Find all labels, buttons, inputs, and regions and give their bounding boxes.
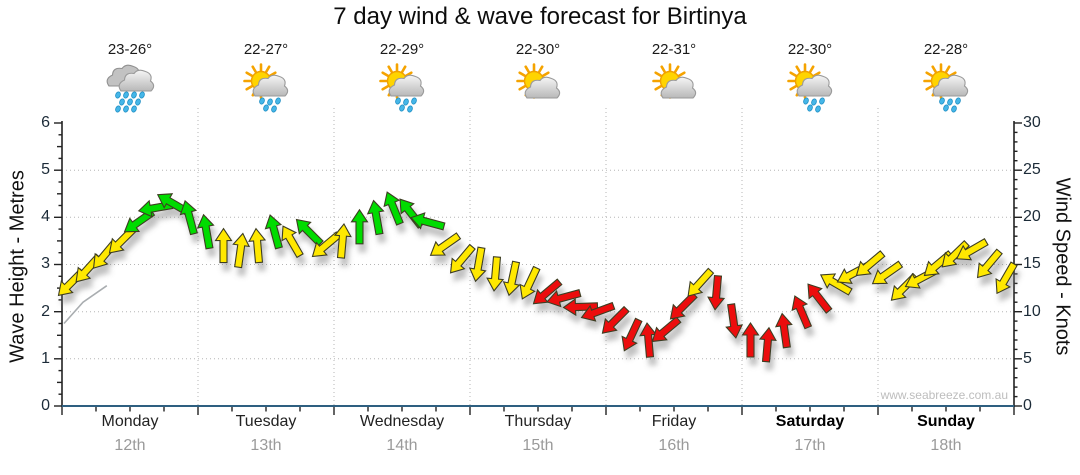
date-label: 18th: [930, 437, 962, 454]
sun-shower-icon: [240, 62, 292, 114]
sun-shower-icon: [784, 62, 836, 114]
left-axis-tick: 4: [41, 208, 50, 225]
temp-friday: 22-31°: [651, 41, 697, 58]
right-axis-tick: 15: [1023, 255, 1041, 272]
partly-cloudy-icon: [648, 62, 700, 114]
left-axis-tick: 6: [41, 114, 50, 131]
left-axis-tick: 0: [41, 397, 50, 414]
day-label-thursday: Thursday: [504, 413, 572, 430]
day-label-saturday: Saturday: [775, 413, 845, 430]
left-axis-tick: 3: [41, 255, 50, 272]
watermark: www.seabreeze.com.au: [880, 388, 1008, 402]
left-axis-tick: 2: [41, 303, 50, 320]
date-label: 13th: [250, 437, 282, 454]
right-axis-tick: 30: [1023, 114, 1041, 131]
temp-tuesday: 22-27°: [243, 41, 289, 58]
temp-sunday: 22-28°: [923, 41, 969, 58]
date-label: 12th: [114, 437, 146, 454]
day-label-sunday: Sunday: [917, 413, 975, 430]
right-axis-tick: 25: [1023, 161, 1041, 178]
right-axis-label: Wind Speed - Knots: [1051, 177, 1074, 356]
sun-shower-icon: [920, 62, 972, 114]
day-label-wednesday: Wednesday: [359, 413, 445, 430]
right-axis-tick: 0: [1023, 397, 1032, 414]
day-label-monday: Monday: [101, 413, 159, 430]
day-label-friday: Friday: [651, 413, 697, 430]
left-axis-tick: 5: [41, 161, 50, 178]
sun-shower-icon: [376, 62, 428, 114]
date-label: 16th: [658, 437, 690, 454]
right-axis-tick: 5: [1023, 350, 1032, 367]
page-title: 7 day wind & wave forecast for Birtinya: [333, 3, 747, 30]
temp-saturday: 22-30°: [787, 41, 833, 58]
temp-monday: 23-26°: [107, 41, 153, 58]
date-label: 17th: [794, 437, 826, 454]
temp-wednesday: 22-29°: [379, 41, 425, 58]
right-axis-tick: 10: [1023, 303, 1041, 320]
date-label: 15th: [522, 437, 554, 454]
rain-icon: [104, 62, 156, 114]
date-label: 14th: [386, 437, 418, 454]
temp-thursday: 22-30°: [515, 41, 561, 58]
right-axis-tick: 20: [1023, 208, 1041, 225]
partly-cloudy-icon: [512, 62, 564, 114]
left-axis-label: Wave Height - Metres: [6, 170, 29, 363]
day-label-tuesday: Tuesday: [235, 413, 297, 430]
wind-arrow-series: [57, 191, 1018, 363]
left-axis-tick: 1: [41, 350, 50, 367]
